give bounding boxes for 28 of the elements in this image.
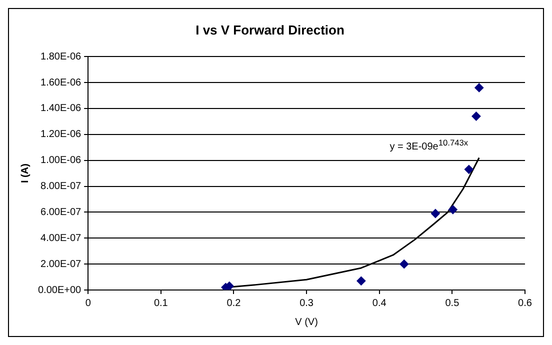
y-tick-label: 8.00E-07 [40,181,82,192]
x-tick-label: 0.5 [445,298,460,309]
y-tick-label: 1.80E-06 [40,51,82,62]
point [430,208,440,218]
point [474,83,484,92]
x-tick-label: 0.6 [518,298,532,309]
x-tick-label: 0.2 [226,298,242,309]
x-axis-title: V (V) [295,316,318,328]
y-axis-title: I (A) [20,164,31,184]
y-tick-label: 1.20E-06 [40,129,82,140]
x-tick-label: 0.3 [300,298,314,309]
point [400,260,409,269]
point [448,205,458,214]
annotation: y = 3E-09e$^{10.743x}$ [390,136,468,154]
x-tick-label: 0.1 [154,298,168,309]
point [464,164,474,174]
x-tick-label: 0 [85,298,92,309]
y-tick-label: 1.40E-06 [40,103,82,114]
y-tick-label: 0.00E+00 [38,284,82,296]
chart-title: I vs V Forward Direction [196,22,344,38]
y-tick-label: 2.00E-07 [40,258,82,270]
y-tick-label: 4.00E-07 [40,232,82,244]
point [472,112,481,121]
y-tick-label: 1.00E-06 [40,155,82,166]
y-tick-label: 1.60E-06 [40,77,82,88]
y-tick-label: 6.00E-07 [40,206,82,218]
point [356,276,366,286]
x-tick-label: 0.4 [372,298,387,309]
